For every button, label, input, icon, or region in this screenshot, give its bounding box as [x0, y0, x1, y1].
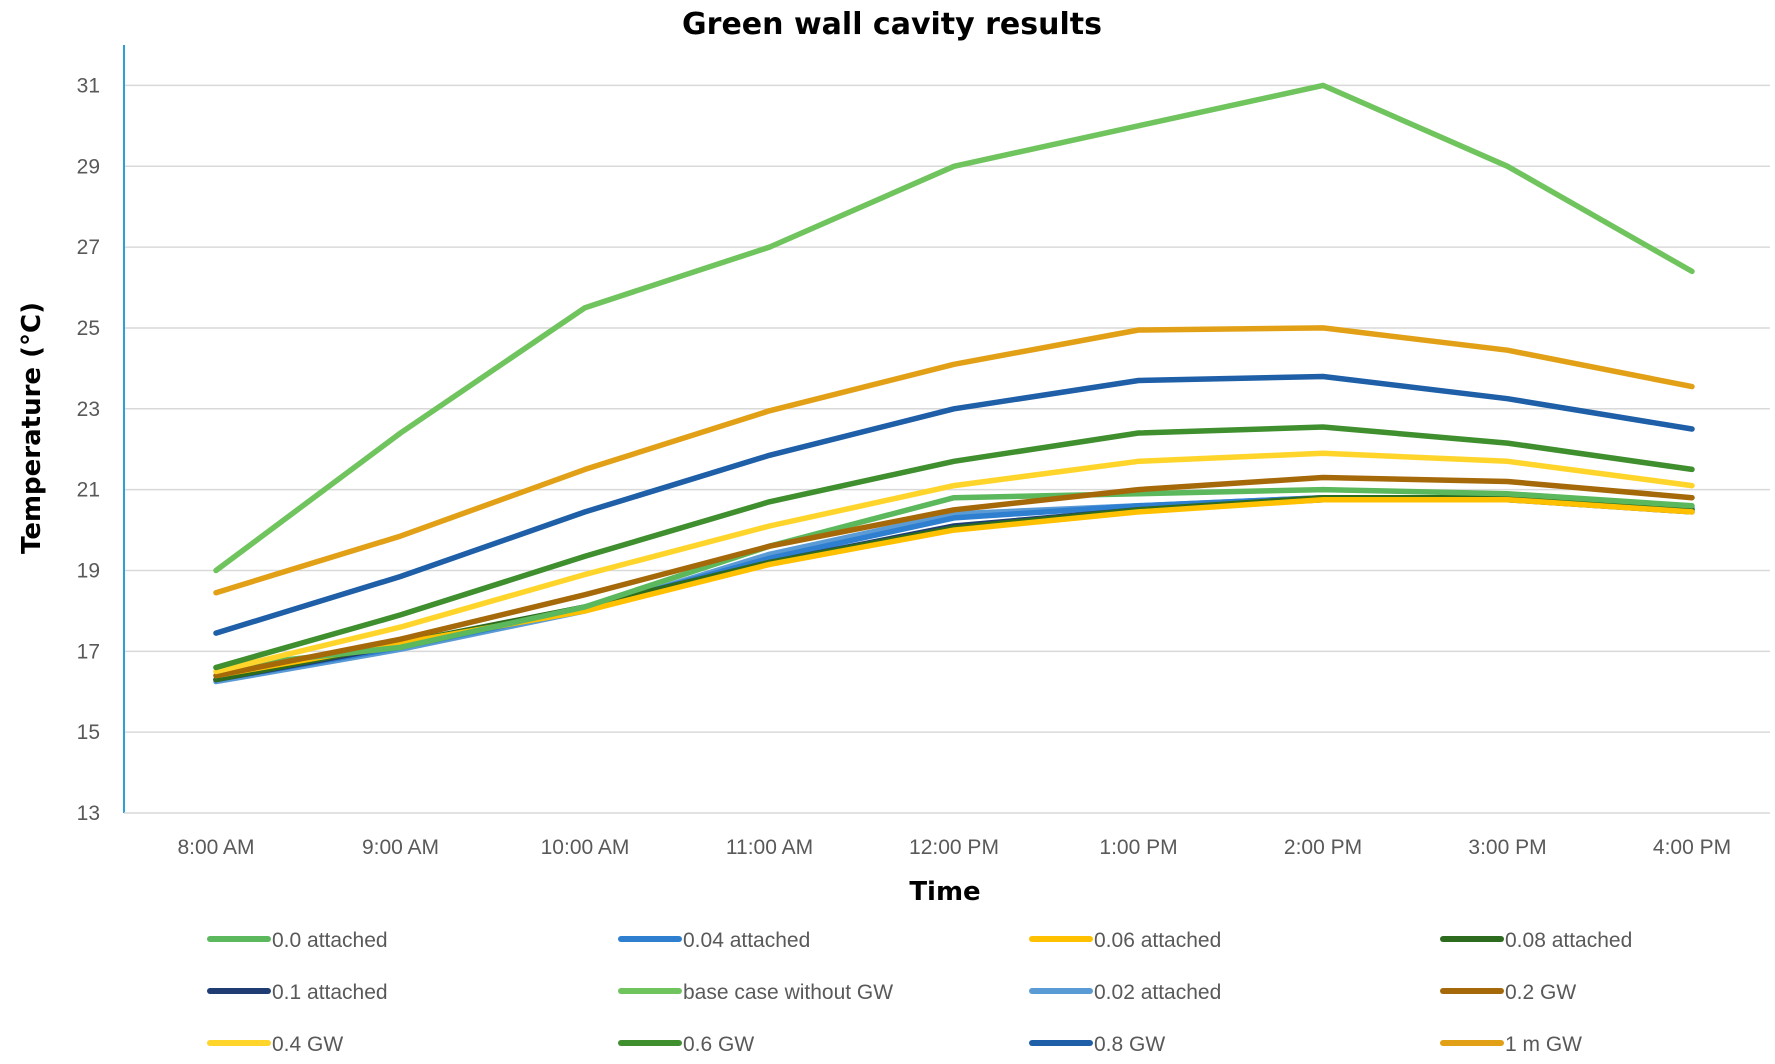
legend-label: 1 m GW: [1505, 1033, 1582, 1056]
y-tick-label: 15: [77, 721, 100, 744]
legend-label: 0.04 attached: [683, 929, 810, 952]
legend-item: 0.2 GW: [1440, 981, 1576, 1004]
x-axis-title: Time: [909, 877, 980, 907]
x-tick-label: 2:00 PM: [1284, 836, 1362, 859]
y-tick-label: 27: [77, 236, 100, 259]
series-lines: [213, 82, 1695, 685]
x-tick-label: 9:00 AM: [362, 836, 439, 859]
legend-item: 0.08 attached: [1440, 929, 1632, 952]
legend-label: 0.8 GW: [1094, 1033, 1165, 1056]
series-line-11: [213, 325, 1695, 596]
y-tick-label: 23: [77, 398, 100, 421]
series-line-9: [213, 424, 1695, 671]
x-tick-label: 8:00 AM: [177, 836, 254, 859]
y-tick-label: 17: [77, 640, 100, 663]
legend-label: 0.6 GW: [683, 1033, 754, 1056]
y-tick-label: 13: [77, 802, 100, 825]
y-tick-label: 19: [77, 559, 100, 582]
y-tick-label: 29: [77, 155, 100, 178]
x-tick-label: 10:00 AM: [541, 836, 630, 859]
y-tick-label: 21: [77, 479, 100, 502]
chart-title: Green wall cavity results: [682, 7, 1102, 42]
series-line-10: [213, 373, 1695, 636]
x-tick-label: 11:00 AM: [726, 836, 813, 859]
legend-item: 1 m GW: [1440, 1033, 1582, 1056]
legend-label: 0.08 attached: [1505, 929, 1632, 952]
series-line-0: [213, 486, 1695, 671]
series-line-5: [213, 82, 1695, 574]
legend: 0.0 attached 0.04 attached 0.06 attached 0.…: [207, 929, 1632, 1056]
x-tick-label: 3:00 PM: [1468, 836, 1546, 859]
series-line-8: [213, 450, 1695, 675]
x-tick-label: 1:00 PM: [1099, 836, 1177, 859]
legend-label: 0.4 GW: [272, 1033, 343, 1056]
x-axis-ticks: 8:00 AM 9:00 AM 10:00 AM 11:00 AM 12:00 PM 1:…: [177, 836, 1731, 859]
legend-item: 0.8 GW: [1029, 1033, 1165, 1056]
legend-item: 0.6 GW: [618, 1033, 754, 1056]
legend-label: 0.0 attached: [272, 929, 388, 952]
series-line-7: [213, 474, 1695, 679]
y-tick-label: 31: [77, 74, 100, 97]
y-tick-label: 25: [77, 317, 100, 340]
legend-item: 0.0 attached: [207, 929, 388, 952]
y-axis-title: Temperature (°C): [17, 302, 47, 554]
legend-label: 0.02 attached: [1094, 981, 1221, 1004]
y-axis-ticks: 13 15 17 19 21 23 25 27 29 31: [77, 74, 100, 825]
legend-item: 0.04 attached: [618, 929, 810, 952]
legend-label: 0.06 attached: [1094, 929, 1221, 952]
legend-label: 0.2 GW: [1505, 981, 1576, 1004]
legend-item: 0.02 attached: [1029, 981, 1221, 1004]
legend-item: 0.4 GW: [207, 1033, 343, 1056]
x-tick-label: 12:00 PM: [909, 836, 999, 859]
legend-label: 0.1 attached: [272, 981, 388, 1004]
legend-item: 0.1 attached: [207, 981, 388, 1004]
legend-item: 0.06 attached: [1029, 929, 1221, 952]
legend-item: base case without GW: [618, 981, 893, 1004]
x-tick-label: 4:00 PM: [1653, 836, 1731, 859]
legend-label: base case without GW: [683, 981, 893, 1004]
